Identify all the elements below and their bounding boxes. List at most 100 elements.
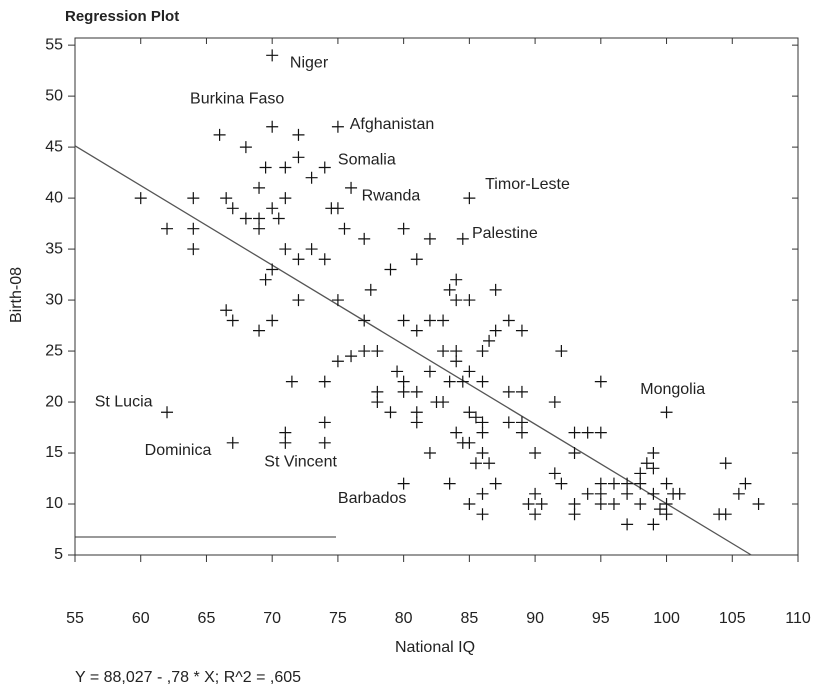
- point: [607, 477, 620, 490]
- point: [660, 477, 673, 490]
- y-tick-label: 35: [45, 240, 63, 257]
- point: [463, 192, 476, 205]
- point: [292, 128, 305, 141]
- point: [345, 350, 358, 363]
- point: [660, 498, 673, 511]
- point: [581, 426, 594, 439]
- point: [476, 447, 489, 460]
- point: [594, 375, 607, 388]
- x-axis-label: National IQ: [395, 639, 475, 656]
- point: [253, 212, 266, 225]
- point: [161, 406, 174, 419]
- annotation: Niger: [290, 55, 329, 72]
- y-tick-label: 45: [45, 138, 63, 155]
- point: [318, 375, 331, 388]
- point: [423, 447, 436, 460]
- annotation: St Vincent: [264, 453, 337, 470]
- point: [719, 508, 732, 521]
- x-tick-label: 95: [592, 610, 610, 627]
- annotation: Barbados: [338, 490, 407, 507]
- point: [673, 487, 686, 500]
- point: [607, 498, 620, 511]
- point: [253, 324, 266, 337]
- point: [318, 161, 331, 174]
- point: [621, 487, 634, 500]
- y-tick-label: 15: [45, 444, 63, 461]
- point: [502, 314, 515, 327]
- point: [489, 324, 502, 337]
- y-tick-label: 20: [45, 393, 63, 410]
- point: [555, 345, 568, 358]
- point: [226, 436, 239, 449]
- y-tick-label: 40: [45, 189, 63, 206]
- chart-title: Regression Plot: [65, 8, 179, 25]
- point: [331, 202, 344, 215]
- point: [187, 192, 200, 205]
- point: [220, 192, 233, 205]
- point: [660, 406, 673, 419]
- y-tick-label: 50: [45, 87, 63, 104]
- point: [371, 345, 384, 358]
- point: [476, 426, 489, 439]
- point: [279, 192, 292, 205]
- point: [594, 498, 607, 511]
- annotation: Dominica: [145, 442, 212, 459]
- point: [358, 314, 371, 327]
- point: [732, 487, 745, 500]
- point: [305, 171, 318, 184]
- point: [568, 447, 581, 460]
- point: [358, 345, 371, 358]
- point: [555, 477, 568, 490]
- point: [502, 385, 515, 398]
- point: [331, 120, 344, 133]
- point: [594, 477, 607, 490]
- point: [259, 161, 272, 174]
- point: [529, 487, 542, 500]
- annotation: Afghanistan: [350, 116, 435, 133]
- point: [397, 375, 410, 388]
- point: [253, 181, 266, 194]
- point: [266, 49, 279, 62]
- point: [410, 406, 423, 419]
- point: [279, 426, 292, 439]
- point: [463, 498, 476, 511]
- point: [463, 294, 476, 307]
- point: [443, 283, 456, 296]
- point: [371, 385, 384, 398]
- point: [437, 314, 450, 327]
- point: [463, 406, 476, 419]
- point: [489, 477, 502, 490]
- point: [450, 345, 463, 358]
- point: [187, 243, 200, 256]
- point: [272, 212, 285, 225]
- point: [463, 365, 476, 378]
- annotation: Rwanda: [362, 187, 421, 204]
- point: [384, 406, 397, 419]
- point: [489, 283, 502, 296]
- point: [483, 457, 496, 470]
- x-tick-label: 70: [263, 610, 281, 627]
- point: [594, 487, 607, 500]
- point: [515, 426, 528, 439]
- x-tick-label: 90: [526, 610, 544, 627]
- point: [364, 283, 377, 296]
- point: [437, 345, 450, 358]
- point: [443, 477, 456, 490]
- point: [515, 416, 528, 429]
- point: [450, 355, 463, 368]
- point: [318, 253, 331, 266]
- point: [338, 222, 351, 235]
- point: [292, 294, 305, 307]
- point: [239, 212, 252, 225]
- point: [515, 324, 528, 337]
- point: [292, 151, 305, 164]
- point: [134, 192, 147, 205]
- point: [410, 253, 423, 266]
- point: [253, 222, 266, 235]
- point: [522, 498, 535, 511]
- point: [568, 426, 581, 439]
- x-tick-label: 75: [329, 610, 347, 627]
- point: [719, 457, 732, 470]
- point: [423, 365, 436, 378]
